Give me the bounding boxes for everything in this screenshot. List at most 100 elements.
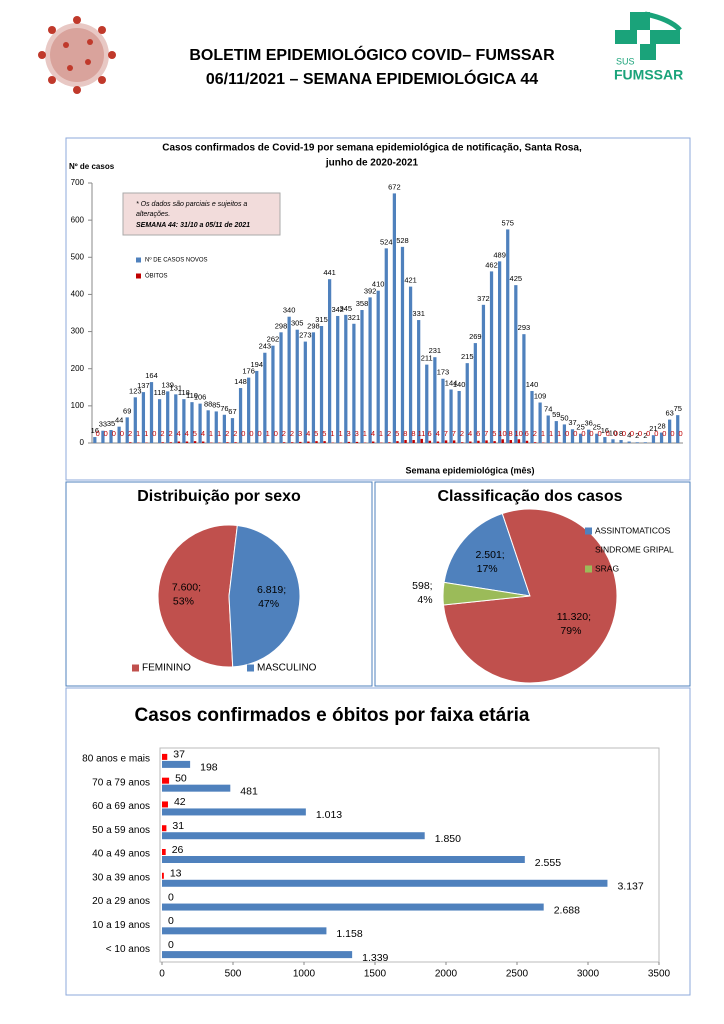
frame (374, 481, 691, 687)
bar (319, 326, 324, 443)
data-label: 69 (123, 406, 131, 415)
data-label: 421 (404, 276, 417, 285)
bar (433, 357, 437, 443)
bar (198, 403, 202, 443)
data-label: 4 (627, 430, 631, 439)
bar (162, 808, 306, 816)
data-label: 598; (412, 580, 432, 592)
bar (279, 332, 283, 443)
bar (169, 442, 172, 443)
data-label: 144 (445, 378, 458, 387)
y-tick-label: 30 a 39 anos (92, 872, 150, 883)
legend-swatch (585, 565, 592, 573)
bar (117, 426, 121, 443)
note: * Os dados são parciais e sujeitos a (136, 201, 247, 208)
data-label: 28 (657, 422, 665, 431)
data-label: 2 (225, 429, 229, 438)
data-label: 441 (323, 268, 336, 277)
data-label: 50 (175, 772, 187, 784)
bar (469, 441, 472, 443)
data-label: 0 (662, 429, 666, 438)
legend-swatch (247, 664, 254, 672)
bar (619, 440, 623, 443)
bar (162, 760, 191, 768)
data-label: 2 (460, 429, 464, 438)
data-label: 79% (560, 625, 581, 637)
bar (347, 441, 351, 443)
virus-icon (38, 16, 116, 94)
bar (125, 417, 129, 443)
bar (193, 441, 197, 443)
bar (570, 429, 575, 443)
data-label: 47% (258, 598, 279, 610)
bar (449, 389, 453, 443)
data-label: 305 (291, 319, 304, 328)
data-label: 231 (429, 346, 442, 355)
data-label: 0 (120, 429, 124, 438)
x-tick-label: 500 (225, 969, 242, 980)
bar (166, 391, 170, 443)
bar (525, 440, 529, 443)
bar (162, 872, 164, 879)
data-label: 0 (670, 429, 674, 438)
x-tick-label: 2000 (435, 969, 458, 980)
data-label: 4 (436, 429, 440, 438)
bar (388, 442, 391, 443)
data-label: 37 (568, 418, 576, 427)
data-label: 1 (330, 429, 334, 438)
data-label: 7 (444, 429, 448, 438)
bar (323, 441, 326, 443)
frame (65, 137, 691, 481)
data-label: 7 (484, 429, 488, 438)
bar (162, 825, 167, 832)
logo (615, 11, 682, 60)
bar (489, 271, 494, 443)
legend-label: MASCULINO (257, 663, 317, 674)
y-tick-label: 500 (71, 252, 85, 261)
data-label: 198 (200, 762, 218, 774)
bar (501, 439, 504, 443)
legend-label: Nº DE CASOS NOVOS (145, 257, 208, 264)
data-label: 2.688 (554, 904, 580, 916)
header-title: BOLETIM EPIDEMIOLÓGICO COVID– FUMSSAR (189, 45, 555, 64)
data-label: 31 (172, 820, 184, 832)
bar (659, 432, 664, 443)
bar (444, 440, 448, 443)
note-box (122, 192, 281, 236)
bar (162, 753, 168, 760)
data-label: 342 (331, 305, 344, 314)
data-label: 2 (387, 429, 391, 438)
y-tick-label: 50 a 59 anos (92, 825, 150, 836)
data-label: 5 (193, 429, 197, 438)
bar (452, 440, 456, 443)
x-tick-label: 0 (159, 969, 165, 980)
data-label: 2 (168, 429, 172, 438)
bar (344, 314, 348, 443)
data-label: 5 (395, 429, 399, 438)
bar (517, 439, 521, 443)
data-label: 0 (589, 429, 593, 438)
data-label: 0 (96, 429, 100, 438)
data-label: 0 (274, 429, 278, 438)
data-label: 26 (172, 844, 184, 856)
y-axis-label: Nº de casos (69, 162, 115, 171)
bar (530, 391, 534, 443)
data-label: 194 (250, 360, 263, 369)
data-label: 4 (468, 429, 472, 438)
data-label: 0 (654, 429, 658, 438)
data-label: 0 (630, 429, 634, 438)
data-label: 2.501; (476, 549, 505, 561)
header-title: 06/11/2021 – SEMANA EPIDEMIOLÓGICA 44 (206, 69, 538, 88)
data-label: 5 (322, 429, 326, 438)
data-label: 3 (347, 429, 351, 438)
data-label: 4 (185, 429, 189, 438)
bar (595, 433, 599, 443)
data-label: 1 (557, 429, 561, 438)
bar (481, 304, 486, 443)
bar (162, 927, 327, 935)
data-label: 2.555 (535, 857, 561, 869)
bar (93, 437, 97, 443)
data-label: 3 (298, 429, 302, 438)
bar (533, 442, 537, 443)
bar (190, 402, 194, 443)
